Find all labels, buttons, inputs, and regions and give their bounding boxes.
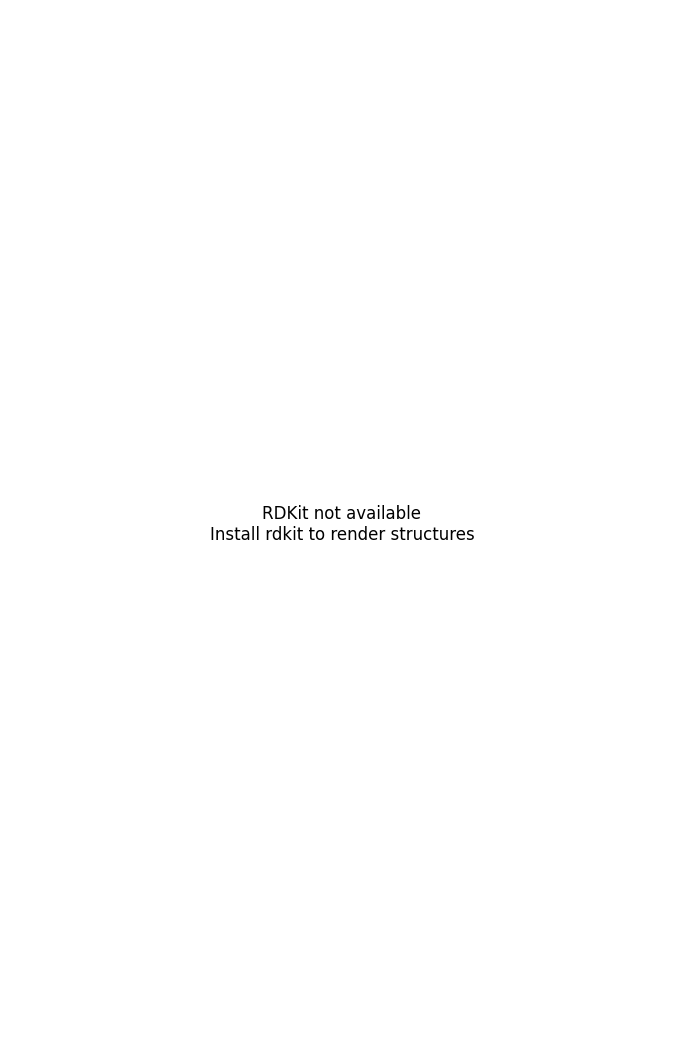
Text: RDKit not available
Install rdkit to render structures: RDKit not available Install rdkit to ren… (209, 506, 475, 543)
